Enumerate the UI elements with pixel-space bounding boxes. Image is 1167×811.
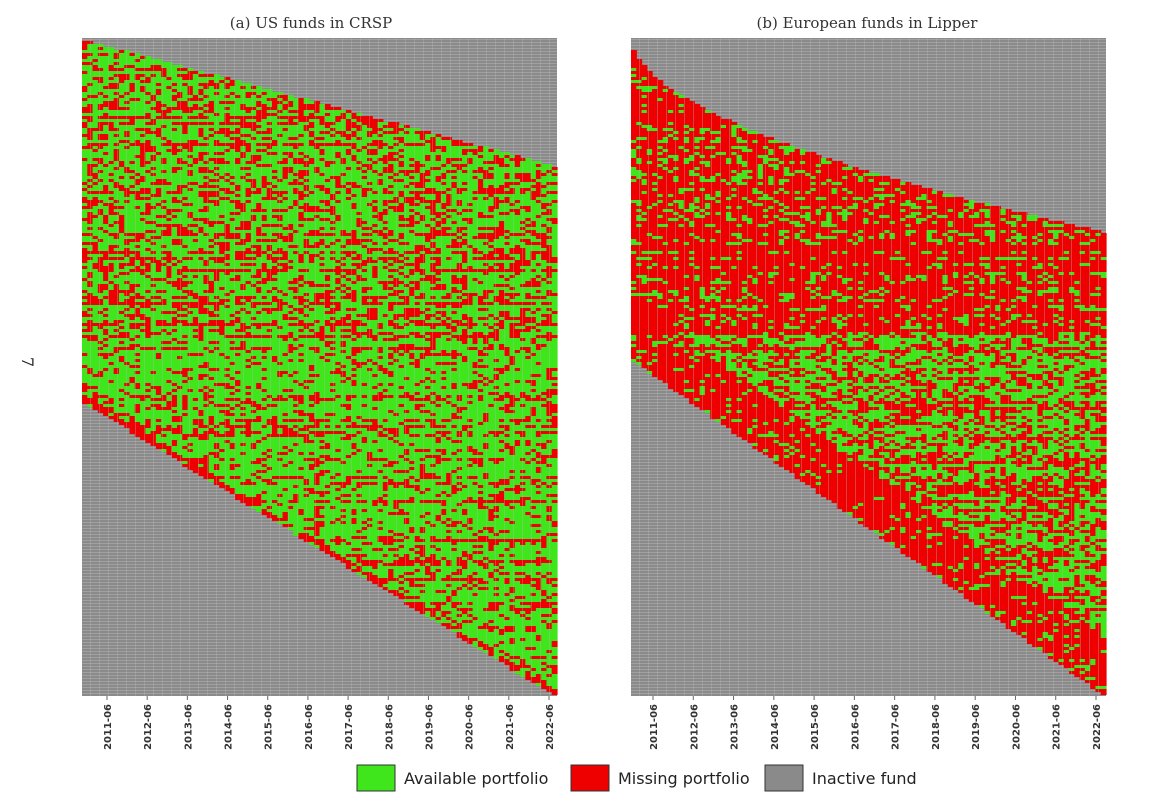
panel-a-title: (a) US funds in CRSP xyxy=(230,14,392,32)
x-tick-label: 2016-06 xyxy=(304,704,315,750)
x-tick-label: 2013-06 xyxy=(183,704,194,750)
panel-a-heatmap xyxy=(82,38,558,696)
x-tick-label: 2017-06 xyxy=(344,704,355,750)
x-tick-label: 2016-06 xyxy=(850,704,861,750)
x-tick-label: 2014-06 xyxy=(770,704,781,750)
x-tick-label: 2021-06 xyxy=(505,704,516,750)
legend-label-missing: Missing portfolio xyxy=(618,769,750,788)
legend-swatch-missing xyxy=(570,764,610,792)
x-tick-label: 2012-06 xyxy=(689,704,700,750)
legend: Available portfolio Missing portfolio In… xyxy=(356,764,917,792)
x-tick-label: 2015-06 xyxy=(264,704,275,750)
x-tick-label: 2018-06 xyxy=(931,704,942,750)
x-tick-label: 2020-06 xyxy=(1011,704,1022,750)
x-tick-label: 2021-06 xyxy=(1052,704,1063,750)
x-tick-label: 2015-06 xyxy=(810,704,821,750)
panel-european-funds: (b) European funds in Lipper 2011-06 2012… xyxy=(631,14,1107,750)
panel-b-title: (b) European funds in Lipper xyxy=(757,14,979,32)
x-tick-label: 2022-06 xyxy=(1092,704,1103,750)
x-tick-label: 2020-06 xyxy=(465,704,476,750)
panel-a-x-axis: 2011-06 2012-06 2013-06 2014-06 2015-06 2016-… xyxy=(103,696,556,750)
panel-b-x-axis: 2011-06 2012-06 2013-06 2014-06 2015-06 2016-… xyxy=(649,696,1103,750)
legend-label-available: Available portfolio xyxy=(404,769,548,788)
page-number: 7 xyxy=(18,357,37,367)
x-tick-label: 2011-06 xyxy=(103,704,114,750)
x-tick-label: 2019-06 xyxy=(424,704,435,750)
x-tick-label: 2012-06 xyxy=(143,704,154,750)
legend-swatch-available xyxy=(356,764,396,792)
panel-b-heatmap xyxy=(631,38,1107,696)
legend-label-inactive: Inactive fund xyxy=(812,769,917,788)
panel-us-funds: (a) US funds in CRSP 2011-06 2012-06 2013-… xyxy=(82,14,558,750)
x-tick-label: 2011-06 xyxy=(649,704,660,750)
x-tick-label: 2022-06 xyxy=(545,704,556,750)
x-tick-label: 2017-06 xyxy=(891,704,902,750)
x-tick-label: 2013-06 xyxy=(730,704,741,750)
legend-swatch-inactive xyxy=(764,764,804,792)
x-tick-label: 2019-06 xyxy=(971,704,982,750)
x-tick-label: 2014-06 xyxy=(224,704,235,750)
x-tick-label: 2018-06 xyxy=(384,704,395,750)
